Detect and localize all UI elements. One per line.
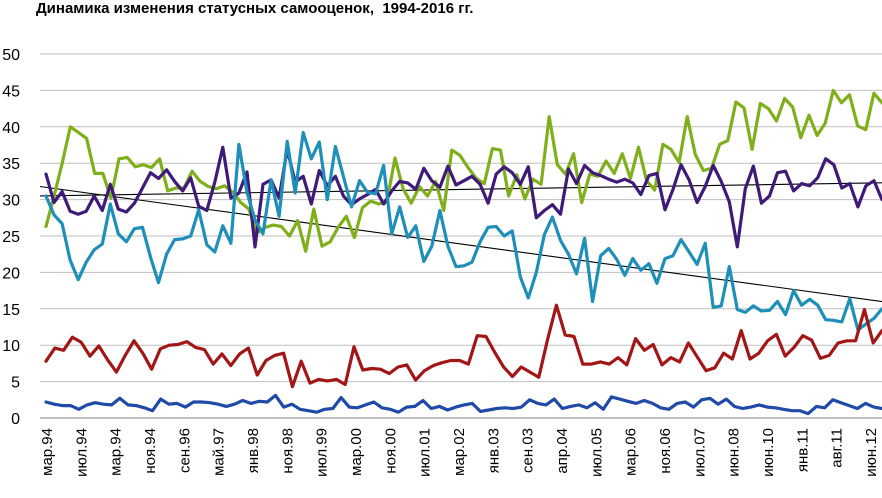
trendlines [39, 182, 882, 303]
x-tick-label: ноя.98 [279, 428, 296, 474]
series-line-teal [44, 131, 882, 332]
y-tick-label: 15 [2, 302, 20, 319]
chart-title: Динамика изменения статусных самооценок,… [36, 0, 474, 17]
x-tick-label: мар.94 [39, 428, 56, 476]
y-tick-label: 50 [2, 47, 20, 64]
x-tick-label: мар.06 [623, 428, 640, 476]
series-lines [44, 88, 882, 416]
x-tick-label: май.97 [211, 428, 228, 476]
y-tick-label: 25 [2, 229, 20, 246]
y-tick-label: 30 [2, 193, 20, 210]
series-line-green [44, 88, 882, 253]
series-line-blue [44, 393, 882, 416]
series-line-purple [44, 145, 882, 249]
x-tick-label: сен.03 [520, 428, 537, 473]
y-tick-label: 45 [2, 83, 20, 100]
x-axis-ticks: мар.94 июл.94 мар.94 ноя.94 сен.96 май.97 янв.… [39, 428, 880, 477]
y-tick-label: 10 [2, 338, 20, 355]
x-tick-label: мар.02 [451, 428, 468, 476]
x-tick-label: июн.10 [760, 428, 777, 477]
x-tick-label: июл.94 [73, 428, 90, 477]
x-tick-label: июл.05 [588, 428, 605, 477]
x-tick-label: ноя.94 [142, 428, 159, 474]
gridlines [40, 53, 882, 383]
x-tick-label: июл.07 [691, 428, 708, 477]
x-tick-label: ноя.00 [382, 428, 399, 474]
y-tick-label: 5 [11, 375, 20, 392]
x-tick-label: апр.04 [554, 428, 571, 474]
x-tick-label: авг.11 [829, 428, 846, 468]
y-axis-ticks: 0 5 10 15 20 25 30 35 40 45 50 [2, 47, 20, 428]
y-tick-label: 0 [11, 411, 20, 428]
y-tick-label: 40 [2, 120, 20, 137]
x-tick-label: сен.96 [176, 428, 193, 473]
trend-line [39, 185, 882, 303]
x-tick-label: июл.99 [314, 428, 331, 477]
y-tick-label: 20 [2, 265, 20, 282]
x-tick-label: янв.03 [485, 428, 502, 473]
x-tick-label: мар.00 [348, 428, 365, 476]
x-tick-label: июн.08 [726, 428, 743, 477]
x-tick-label: июн.12 [863, 428, 880, 477]
y-tick-label: 35 [2, 156, 20, 173]
x-tick-label: янв.11 [794, 428, 811, 472]
series-line-red [44, 303, 882, 389]
x-tick-label: ноя.06 [657, 428, 674, 474]
trend-line [39, 182, 882, 197]
x-tick-label: мар.94 [108, 428, 125, 476]
x-tick-label: июл.01 [417, 428, 434, 477]
x-tick-label: янв.98 [245, 428, 262, 473]
